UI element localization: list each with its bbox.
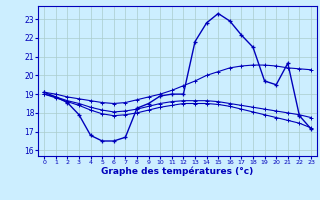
X-axis label: Graphe des températures (°c): Graphe des températures (°c) [101, 167, 254, 176]
